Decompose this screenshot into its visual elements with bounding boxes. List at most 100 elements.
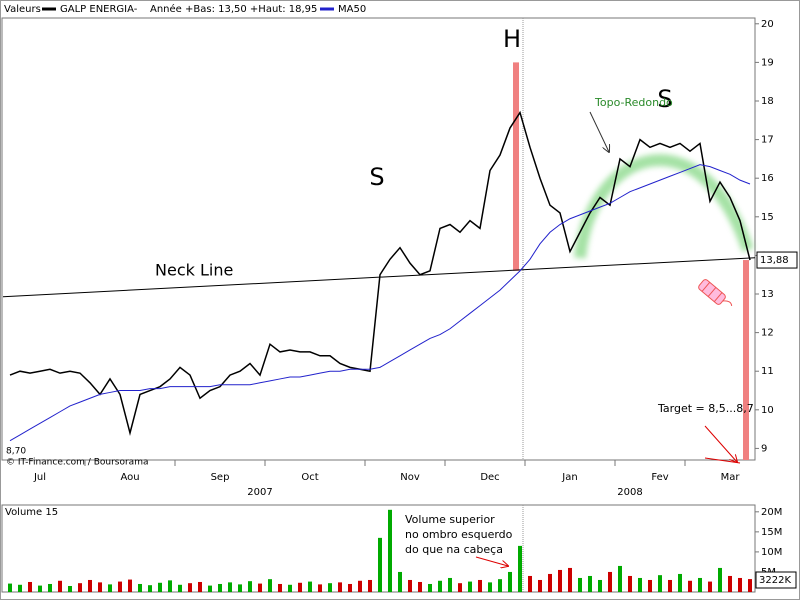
annotation: Target = 8,5...8,7	[657, 402, 754, 415]
legend-label: MA50	[338, 4, 366, 15]
volume-bar	[748, 579, 752, 592]
volume-bar	[358, 580, 362, 592]
volume-bar	[308, 581, 312, 592]
price-plot-frame	[1, 17, 756, 461]
year-label: 2008	[617, 487, 642, 498]
volume-bar	[78, 583, 82, 592]
volume-bar	[648, 579, 652, 592]
volume-bar	[438, 580, 442, 592]
volume-bar	[588, 575, 592, 592]
volume-bar	[338, 582, 342, 592]
volume-bar	[108, 584, 112, 592]
volume-bar	[88, 579, 92, 592]
x-tick-label: Mar	[721, 472, 741, 483]
value-label: 13,88	[760, 255, 789, 266]
volume-bar	[178, 584, 182, 592]
volume-bar	[128, 579, 132, 592]
volume-bar	[658, 575, 662, 592]
volume-bar	[568, 567, 572, 592]
annotation: Topo-Redondo	[594, 96, 673, 109]
volume-bar	[598, 579, 602, 592]
volume-bar	[728, 575, 732, 592]
source: © IT-Finance.com / Boursorama	[6, 458, 148, 468]
price-line	[9, 110, 751, 436]
annotation: S	[657, 85, 672, 113]
volume-bar	[18, 584, 22, 592]
y-tick-label: 15M	[761, 527, 782, 538]
volume-bar	[278, 583, 282, 592]
arrow	[704, 425, 737, 462]
volume-bar	[508, 571, 512, 592]
volume-bar	[578, 577, 582, 592]
volume-bar	[328, 583, 332, 592]
low-label: 8,70	[6, 447, 26, 457]
volume-bar	[248, 581, 252, 592]
rounded-top-glow	[574, 154, 754, 259]
price-line	[9, 164, 751, 442]
subtitle: Année +Bas: 13,50 +Haut: 18,95	[150, 3, 317, 15]
x-tick-label: Dec	[480, 472, 499, 483]
value-label-box	[755, 571, 797, 589]
y-tick-label: 20	[761, 19, 774, 30]
y-tick-label: 17	[761, 135, 774, 146]
arrow	[589, 111, 609, 152]
volume-bar	[618, 565, 622, 592]
year-label: 2007	[247, 487, 272, 498]
volume-bar	[368, 579, 372, 592]
x-tick-label: Nov	[400, 472, 420, 483]
volume-bar	[538, 579, 542, 592]
volume-bar	[678, 573, 682, 592]
annotation: no ombro esquerdo	[405, 528, 513, 541]
volume-bar	[668, 579, 672, 592]
legend-label: GALP ENERGIA-	[60, 4, 138, 15]
y-tick-label: 15	[761, 212, 774, 223]
volume-bar	[148, 585, 152, 592]
volume-bar	[518, 545, 522, 592]
volume-bar	[158, 582, 162, 592]
volume-bar	[448, 577, 452, 592]
volume-bar	[628, 575, 632, 592]
volume-bar	[458, 583, 462, 592]
volume-bar	[58, 580, 62, 592]
volume-bar	[188, 583, 192, 592]
annotation: S	[369, 163, 384, 191]
volume-bar	[558, 569, 562, 592]
neck-line-label: Neck Line	[155, 261, 233, 280]
volume-bar	[488, 582, 492, 592]
annotation: Volume superior	[405, 513, 495, 526]
volume-bar	[48, 583, 52, 592]
arrow	[704, 457, 741, 464]
volume-bar	[38, 585, 42, 592]
volume-bar	[258, 583, 262, 592]
volume-bar	[98, 582, 102, 592]
volume-bar	[478, 579, 482, 592]
volume-bar	[528, 575, 532, 592]
volume-bar	[218, 583, 222, 592]
y-tick-label: 16	[761, 173, 774, 184]
volume-bar	[298, 582, 302, 592]
volume-bar	[268, 579, 272, 592]
arrow	[475, 556, 508, 566]
y-tick-label: 19	[761, 57, 774, 68]
y-tick-label: 12	[761, 328, 774, 339]
volume-bar	[688, 580, 692, 592]
volume-bar	[348, 583, 352, 592]
volume-title: Volume 15	[5, 507, 58, 518]
y-tick-label: 10	[761, 405, 774, 416]
volume-bar	[318, 584, 322, 592]
y-tick-label: 13	[761, 289, 774, 300]
volume-bar	[398, 571, 402, 592]
volume-bar	[198, 581, 202, 592]
value-label-box	[756, 251, 798, 269]
volume-bar	[8, 583, 12, 592]
volume-bar	[608, 571, 612, 592]
volume-bar	[378, 537, 382, 592]
annotation: H	[503, 25, 521, 53]
header: Valeurs	[4, 4, 41, 15]
volume-bar	[288, 584, 292, 592]
x-tick-label: Jul	[33, 472, 46, 483]
volume-bar	[68, 585, 72, 592]
x-tick-label: Oct	[301, 472, 318, 483]
